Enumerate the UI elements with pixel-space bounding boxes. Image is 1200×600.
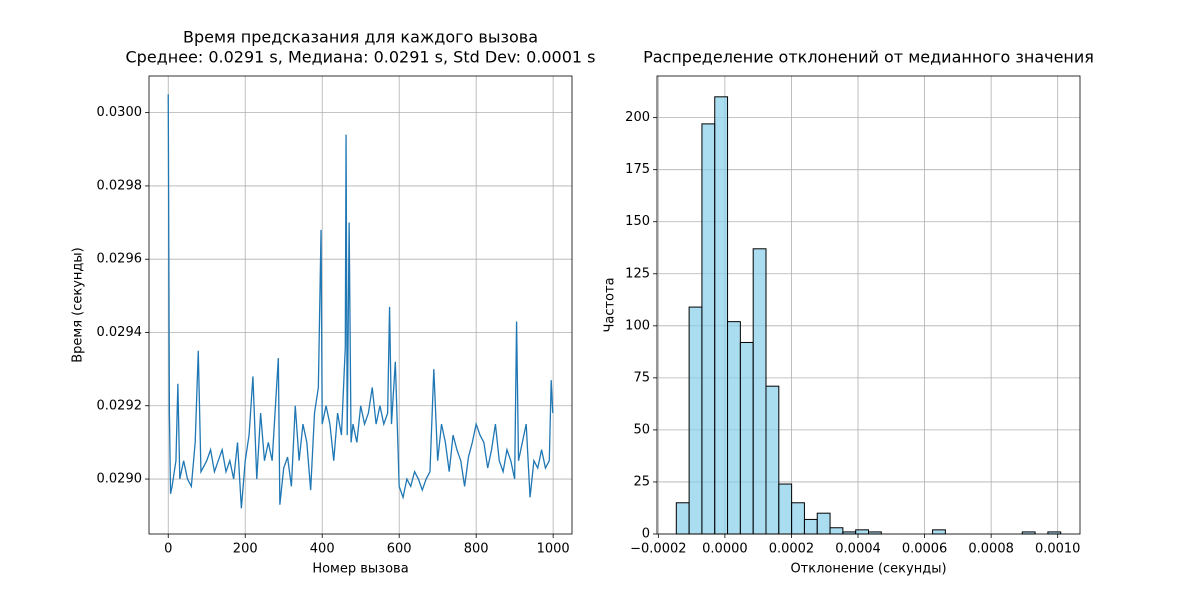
x-tick-label: 600 <box>387 542 412 557</box>
x-tick-label: 200 <box>233 542 258 557</box>
x-tick-label: 800 <box>464 542 489 557</box>
histogram-bar <box>816 512 831 535</box>
histogram-bar <box>688 306 703 535</box>
histogram-bar <box>714 96 729 535</box>
histogram-bar <box>791 502 805 535</box>
x-tick-label: 0.0000 <box>702 542 748 557</box>
y-tick-label: 175 <box>625 162 650 177</box>
y-tick-label: 150 <box>625 214 650 229</box>
y-tick-label: 75 <box>633 370 650 385</box>
histogram-bar <box>829 527 844 535</box>
x-tick-label: −0.0002 <box>630 542 686 557</box>
y-tick-label: 0.0292 <box>97 398 143 413</box>
histogram-bar <box>932 529 946 535</box>
y-tick-label: 0.0290 <box>97 472 143 487</box>
x-tick-label: 0.0002 <box>769 542 815 557</box>
x-tick-label: 1000 <box>537 542 570 557</box>
histogram-bar <box>855 529 870 535</box>
x-axis-label: Номер вызова <box>312 562 408 577</box>
x-tick-label: 400 <box>310 542 335 557</box>
y-tick-label: 25 <box>633 474 650 489</box>
y-tick-label: 0.0300 <box>97 105 143 120</box>
data-line <box>167 94 554 509</box>
histogram-bar <box>727 321 741 535</box>
y-axis-label: Время (секунды) <box>71 247 86 363</box>
axes-frame <box>148 75 573 535</box>
y-tick-label: 50 <box>633 422 650 437</box>
x-tick-label: 0.0008 <box>968 542 1014 557</box>
x-tick-label: 0.0004 <box>835 542 881 557</box>
x-axis-label: Отклонение (секунды) <box>790 562 946 577</box>
histogram-bar <box>778 483 793 535</box>
chart-title: Распределение отклонений от медианного з… <box>643 48 1094 67</box>
y-tick-label: 0 <box>642 527 650 542</box>
chart-subtitle: Среднее: 0.0291 s, Медиана: 0.0291 s, St… <box>126 48 596 67</box>
histogram-bar <box>803 518 818 535</box>
histogram-bar <box>752 248 767 535</box>
y-tick-label: 100 <box>625 318 650 333</box>
y-tick-label: 0.0298 <box>97 178 143 193</box>
y-tick-label: 200 <box>625 110 650 125</box>
y-tick-label: 0.0296 <box>97 252 143 267</box>
y-tick-label: 125 <box>625 266 650 281</box>
histogram-bar <box>765 385 780 535</box>
y-axis-label: Частота <box>603 277 618 332</box>
x-tick-label: 0.0006 <box>902 542 948 557</box>
y-tick-label: 0.0294 <box>97 325 143 340</box>
x-tick-label: 0.0010 <box>1035 542 1081 557</box>
histogram-bar <box>739 341 754 535</box>
chart-title: Время предсказания для каждого вызова <box>183 28 538 47</box>
histogram-bar <box>701 123 716 535</box>
axes-frame <box>656 75 1081 535</box>
histogram-bar <box>675 502 690 535</box>
x-tick-label: 0 <box>164 542 172 557</box>
